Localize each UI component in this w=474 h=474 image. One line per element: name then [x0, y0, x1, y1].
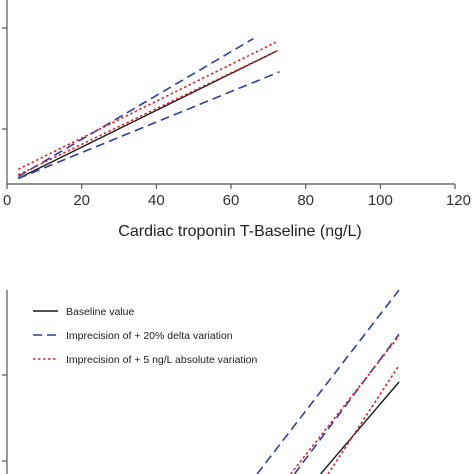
x-tick-label: 20 [73, 192, 90, 209]
series-line-delta-20pct [293, 333, 400, 474]
x-tick-label: 80 [297, 192, 314, 209]
bottom-chart: Baseline value Imprecision of + 20% delta… [2, 289, 400, 474]
x-tick-label: 120 [446, 192, 471, 209]
legend-label: Imprecision of + 5 ng/L absolute variati… [66, 354, 258, 366]
legend-label: Imprecision of + 20% delta variation [66, 330, 233, 342]
series-line-baseline [17, 50, 277, 180]
legend-label: Baseline value [66, 306, 134, 318]
legend: Baseline value Imprecision of + 20% delta… [33, 306, 258, 366]
series-line-delta-20pct [256, 289, 400, 474]
top-series-lines [17, 37, 280, 180]
series-line-delta-20pct [17, 71, 280, 180]
top-y-ticks [2, 27, 7, 130]
series-line-delta-20pct [17, 37, 254, 178]
top-chart: 0 20 40 60 80 100 120 Cardiac troponin T-Basel… [2, 0, 471, 240]
top-x-ticks: 0 20 40 60 80 100 120 [3, 184, 471, 209]
series-line-absolute-5ngl [17, 41, 277, 171]
series-line-baseline [320, 381, 400, 474]
x-tick-label: 60 [223, 192, 240, 209]
bottom-y-ticks [2, 374, 7, 462]
series-line-absolute-5ngl [17, 48, 280, 176]
series-line-absolute-5ngl [327, 364, 400, 474]
series-line-absolute-5ngl [290, 335, 400, 474]
x-tick-label: 40 [148, 192, 165, 209]
x-tick-label: 100 [368, 192, 393, 209]
top-x-axis-label: Cardiac troponin T-Baseline (ng/L) [118, 223, 361, 240]
bottom-series-lines [256, 289, 400, 474]
x-tick-label: 0 [3, 192, 11, 209]
